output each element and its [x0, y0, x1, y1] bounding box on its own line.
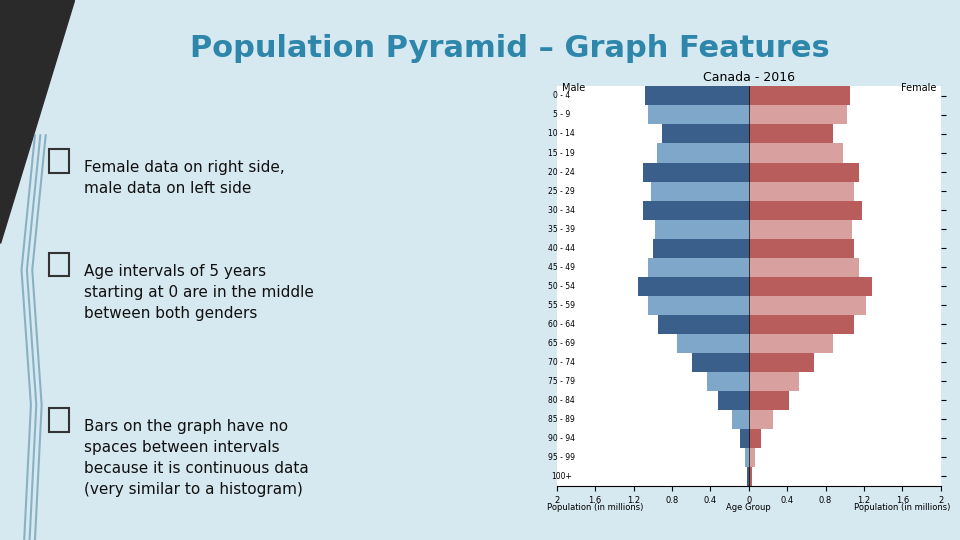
Bar: [651, 181, 749, 200]
Bar: [749, 334, 833, 353]
Text: Bars on the graph have no
spaces between intervals
because it is continuous data: Bars on the graph have no spaces between…: [84, 419, 309, 497]
Bar: [718, 391, 749, 410]
Bar: [657, 144, 749, 163]
Bar: [749, 181, 854, 200]
Text: Population (in millions): Population (in millions): [854, 503, 950, 512]
Bar: [692, 353, 749, 372]
Bar: [648, 296, 749, 315]
Bar: [749, 220, 852, 239]
Bar: [648, 105, 749, 124]
Bar: [648, 258, 749, 276]
Text: Population Pyramid – Graph Features: Population Pyramid – Graph Features: [190, 34, 829, 63]
Bar: [749, 163, 859, 181]
Bar: [740, 429, 749, 448]
Bar: [749, 124, 833, 144]
Bar: [658, 315, 749, 334]
Bar: [662, 124, 749, 144]
Polygon shape: [0, 0, 74, 243]
Bar: [747, 467, 749, 486]
Bar: [749, 467, 752, 486]
Bar: [749, 105, 847, 124]
Bar: [749, 258, 859, 276]
Bar: [749, 372, 799, 391]
Text: Population (in millions): Population (in millions): [547, 503, 643, 512]
Bar: [745, 448, 749, 467]
Bar: [749, 200, 862, 220]
Text: Age intervals of 5 years
starting at 0 are in the middle
between both genders: Age intervals of 5 years starting at 0 a…: [84, 264, 314, 321]
Text: Age Group: Age Group: [727, 503, 771, 512]
Bar: [749, 276, 872, 296]
Bar: [749, 410, 773, 429]
Bar: [643, 200, 749, 220]
Bar: [645, 86, 749, 105]
Bar: [49, 253, 69, 276]
Bar: [749, 429, 761, 448]
Bar: [653, 239, 749, 258]
Bar: [749, 144, 843, 163]
Bar: [49, 408, 69, 432]
Bar: [49, 149, 69, 173]
Bar: [749, 391, 789, 410]
Bar: [749, 296, 866, 315]
Bar: [655, 220, 749, 239]
Bar: [749, 315, 854, 334]
Bar: [749, 239, 854, 258]
Title: Canada - 2016: Canada - 2016: [703, 71, 795, 84]
Bar: [677, 334, 749, 353]
Bar: [638, 276, 749, 296]
Bar: [749, 448, 755, 467]
Text: Female: Female: [900, 83, 936, 92]
Bar: [732, 410, 749, 429]
Bar: [643, 163, 749, 181]
Text: Male: Male: [562, 83, 585, 92]
Bar: [707, 372, 749, 391]
Bar: [749, 86, 850, 105]
Bar: [749, 353, 814, 372]
Text: Female data on right side,
male data on left side: Female data on right side, male data on …: [84, 160, 285, 196]
